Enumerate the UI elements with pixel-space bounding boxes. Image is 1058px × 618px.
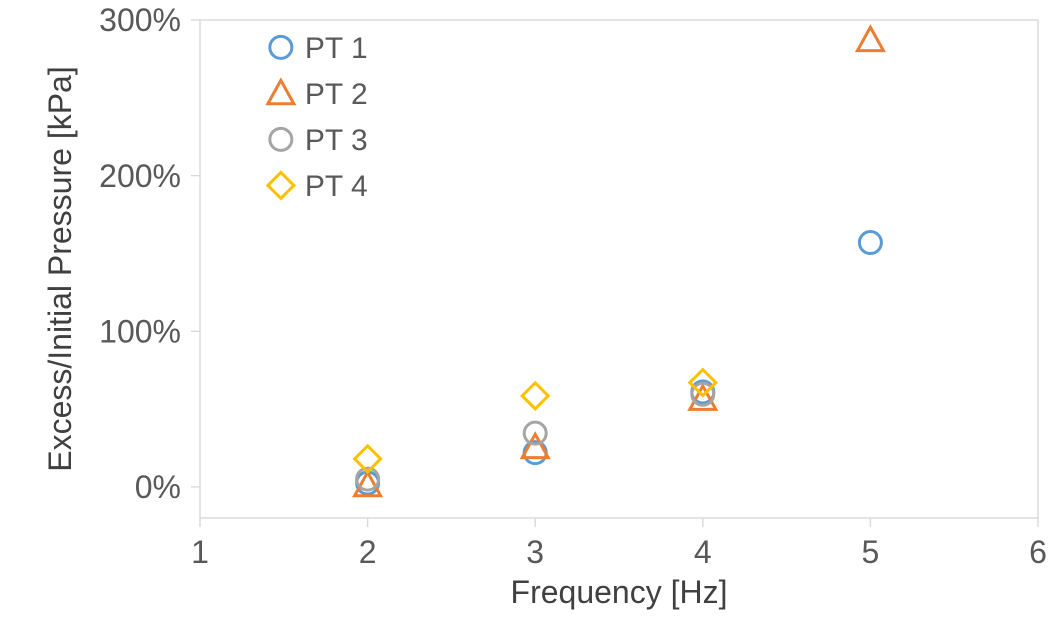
y-tick-label: 0% [135,469,181,505]
pressure-vs-frequency-chart: 1 2 3 4 5 6 0% 100% 200% 300% Frequency [Hz] Excess… [0,0,1058,618]
legend-label: PT 4 [305,170,368,203]
legend-label: PT 1 [305,32,368,65]
x-tick-label: 6 [1029,534,1047,570]
x-tick-label: 5 [862,534,880,570]
legend-label: PT 3 [305,124,368,157]
x-axis-label: Frequency [Hz] [511,574,728,610]
y-tick-label: 100% [99,313,181,349]
y-tick-label: 200% [99,158,181,194]
x-tick-label: 3 [526,534,544,570]
y-tick-label: 300% [99,2,181,38]
y-axis-label: Excess/Initial Pressure [kPa] [42,66,78,471]
chart-svg: 1 2 3 4 5 6 0% 100% 200% 300% Frequency [Hz] Excess… [0,0,1058,618]
x-tick-label: 4 [694,534,712,570]
legend-label: PT 2 [305,78,368,111]
x-tick-label: 1 [191,534,209,570]
x-tick-label: 2 [359,534,377,570]
